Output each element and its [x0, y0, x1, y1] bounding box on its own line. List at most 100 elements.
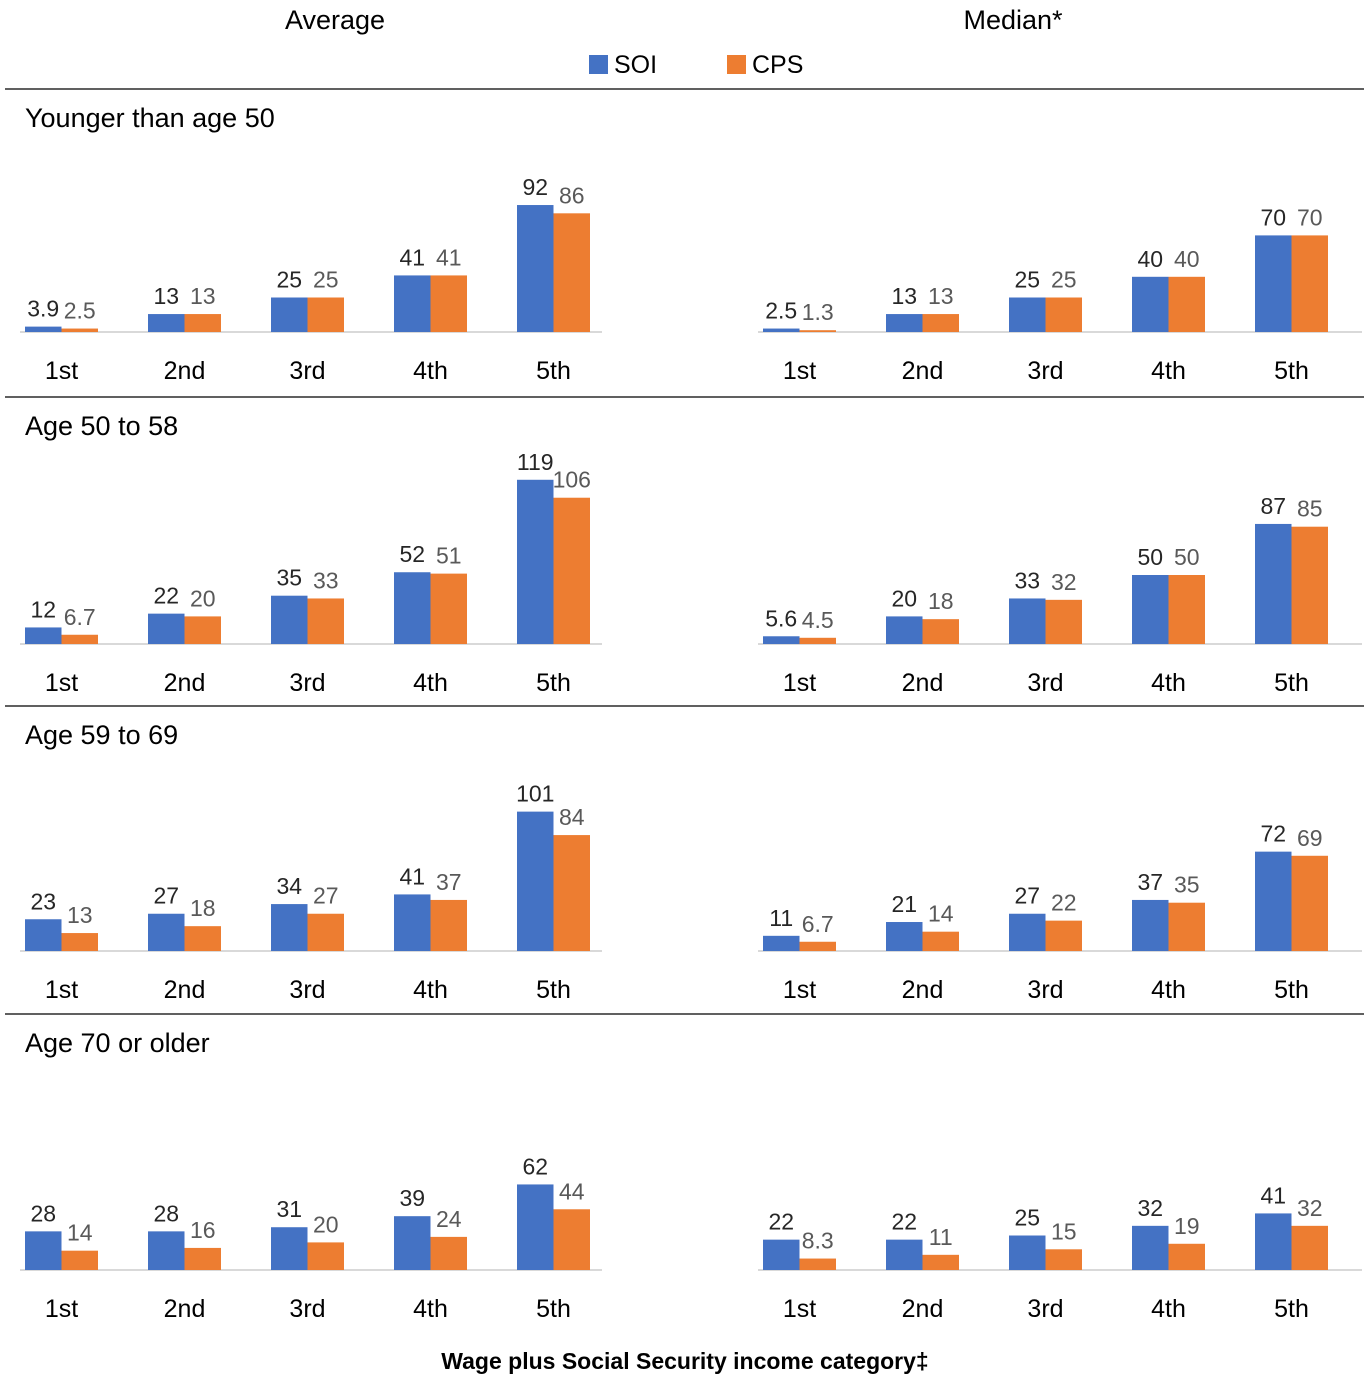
- bar-cps: [922, 619, 959, 644]
- bar-cps: [553, 835, 590, 951]
- bar-soi: [25, 919, 62, 951]
- category-tick-label: 3rd: [289, 1295, 325, 1323]
- bar-cps: [1168, 902, 1205, 951]
- bar-soi: [25, 1231, 62, 1270]
- data-label-soi: 20: [891, 585, 917, 611]
- category-tick-label: 3rd: [289, 669, 325, 697]
- bar-cps: [799, 330, 836, 332]
- data-label-cps: 22: [1051, 890, 1077, 916]
- category-tick-label: 5th: [1274, 357, 1309, 385]
- data-label-cps: 40: [1174, 246, 1200, 272]
- bar-soi: [394, 894, 431, 951]
- data-label-cps: 37: [436, 869, 462, 895]
- category-tick-label: 3rd: [1027, 1295, 1063, 1323]
- data-label-soi: 21: [891, 891, 917, 917]
- bar-soi: [394, 1216, 431, 1270]
- data-label-soi: 31: [276, 1196, 302, 1222]
- data-label-cps: 35: [1174, 872, 1200, 898]
- data-label-cps: 50: [1174, 544, 1200, 570]
- data-label-soi: 41: [399, 863, 425, 889]
- bar-soi: [886, 922, 923, 951]
- bar-cps: [1291, 855, 1328, 951]
- data-label-cps: 15: [1051, 1218, 1077, 1244]
- data-label-soi: 22: [153, 583, 179, 609]
- bar-cps: [922, 1254, 959, 1270]
- data-label-cps: 13: [67, 902, 93, 928]
- bar-cps: [307, 297, 344, 332]
- category-tick-label: 5th: [536, 976, 571, 1004]
- category-tick-label: 2nd: [164, 1295, 206, 1323]
- bar-cps: [1168, 1243, 1205, 1270]
- data-label-cps: 106: [553, 467, 591, 493]
- panel-1-average: 3.9 2.5 1st 13 13 2nd 25 25 3rd 41 41 4th 92 86 5th: [20, 174, 602, 385]
- category-tick-label: 2nd: [902, 1295, 944, 1323]
- category-tick-label: 2nd: [902, 669, 944, 697]
- bar-soi: [1132, 575, 1169, 644]
- data-label-soi: 41: [1260, 1182, 1286, 1208]
- data-label-cps: 16: [190, 1217, 216, 1243]
- data-label-soi: 22: [768, 1209, 794, 1235]
- data-label-cps: 25: [313, 267, 339, 293]
- data-label-cps: 13: [928, 283, 954, 309]
- column-title-average: Average: [285, 5, 385, 35]
- legend: SOI CPS: [589, 51, 803, 79]
- panel-4-average: 28 14 1st 28 16 2nd 31 20 3rd 39 24 4th 62 44 5th: [20, 1153, 602, 1323]
- category-tick-label: 5th: [1274, 1295, 1309, 1323]
- data-label-soi: 70: [1260, 204, 1286, 230]
- category-tick-label: 2nd: [902, 976, 944, 1004]
- data-label-soi: 22: [891, 1209, 917, 1235]
- bar-soi: [517, 811, 554, 951]
- legend-label-soi: SOI: [614, 51, 657, 79]
- bar-cps: [307, 1242, 344, 1270]
- data-label-soi: 12: [30, 596, 56, 622]
- bar-cps: [61, 1250, 98, 1270]
- category-tick-label: 5th: [1274, 976, 1309, 1004]
- data-label-cps: 11: [929, 1224, 953, 1250]
- data-label-soi: 3.9: [27, 296, 59, 322]
- data-label-soi: 28: [153, 1200, 179, 1226]
- category-tick-label: 1st: [45, 357, 78, 385]
- data-label-soi: 13: [153, 283, 179, 309]
- panel-1-median: 2.5 1.3 1st 13 13 2nd 25 25 3rd 40 40 4th 70 70 5th: [758, 204, 1362, 385]
- bar-cps: [184, 1247, 221, 1270]
- bar-soi: [1132, 899, 1169, 951]
- data-label-soi: 34: [276, 873, 302, 899]
- category-tick-label: 4th: [413, 1295, 448, 1323]
- data-label-cps: 51: [436, 543, 462, 569]
- data-label-cps: 4.5: [802, 607, 834, 633]
- data-label-cps: 44: [559, 1178, 585, 1204]
- data-label-soi: 39: [399, 1185, 425, 1211]
- bar-soi: [148, 613, 185, 644]
- panel-2-median: 5.6 4.5 1st 20 18 2nd 33 32 3rd 50 50 4th 87 85 5th: [758, 493, 1362, 697]
- bar-cps: [1045, 920, 1082, 951]
- bar-soi: [148, 1231, 185, 1270]
- data-label-soi: 25: [276, 267, 302, 293]
- column-title-median: Median*: [963, 5, 1063, 35]
- panel-title: Younger than age 50: [25, 103, 275, 133]
- category-tick-label: 4th: [1151, 357, 1186, 385]
- category-tick-label: 3rd: [1027, 357, 1063, 385]
- data-label-cps: 20: [313, 1211, 339, 1237]
- category-tick-label: 3rd: [289, 976, 325, 1004]
- data-label-soi: 101: [516, 781, 554, 807]
- data-label-cps: 27: [313, 883, 339, 909]
- data-label-soi: 27: [153, 883, 179, 909]
- panel-4-median: 22 8.3 1st 22 11 2nd 25 15 3rd 32 19 4th 41 32 5th: [758, 1182, 1362, 1323]
- data-label-cps: 19: [1174, 1213, 1200, 1239]
- data-label-soi: 5.6: [765, 605, 797, 631]
- x-axis-title: Wage plus Social Security income categor…: [441, 1348, 928, 1374]
- category-tick-label: 4th: [1151, 976, 1186, 1004]
- panel-2: Age 50 to 58 12 6.7 1st 22 20 2nd 35 33 3rd 52 51 4t…: [20, 411, 1362, 697]
- legend-swatch-soi: [589, 55, 608, 74]
- bar-cps: [61, 634, 98, 644]
- data-label-soi: 87: [1260, 493, 1286, 519]
- legend-label-cps: CPS: [752, 51, 803, 79]
- data-label-soi: 50: [1137, 544, 1163, 570]
- bar-soi: [763, 636, 800, 644]
- bar-soi: [1255, 523, 1292, 644]
- bar-cps: [1168, 276, 1205, 332]
- category-tick-label: 5th: [1274, 669, 1309, 697]
